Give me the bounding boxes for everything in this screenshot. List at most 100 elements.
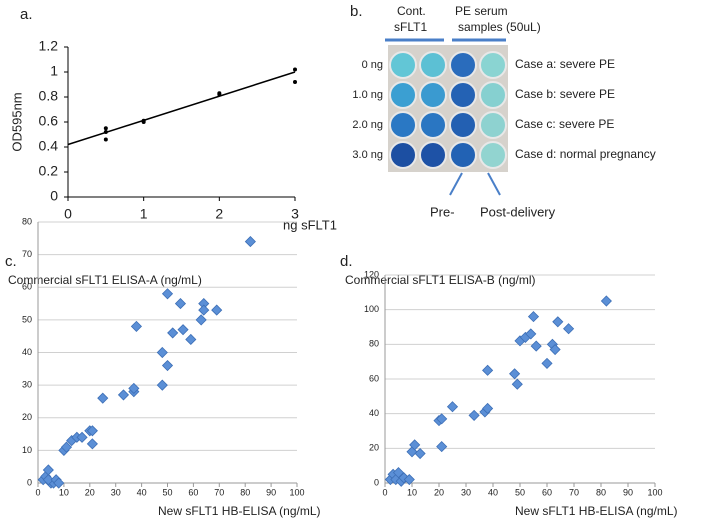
- y-tick-label: 0.6: [39, 113, 59, 129]
- y-axis-label: OD595nm: [9, 92, 24, 151]
- x-tick-label: 40: [137, 487, 147, 497]
- point: [117, 389, 130, 401]
- well: [419, 81, 447, 109]
- y-tick-label: 50: [22, 314, 32, 324]
- x-tick-label: 0: [35, 487, 40, 497]
- point: [482, 402, 494, 415]
- point: [468, 409, 480, 421]
- point: [552, 316, 564, 328]
- point: [211, 304, 223, 316]
- x-tick-label: 60: [188, 487, 198, 497]
- point: [530, 340, 542, 352]
- x-tick-label: 0: [64, 206, 72, 222]
- well: [479, 141, 507, 169]
- point: [128, 382, 140, 394]
- well: [389, 51, 417, 79]
- point: [527, 311, 540, 323]
- x-tick-label: 90: [623, 487, 633, 497]
- well: [419, 141, 447, 169]
- y-tick-label: 0.8: [39, 88, 59, 104]
- charts: a. ng sFLT1 OD595nm 0 0.2 0.4 0.6 0.8 1 1.2 0 1 2 3 c.…: [5, 6, 678, 518]
- x-tick-label: 10: [407, 487, 417, 497]
- x-axis-label: New sFLT1 HB-ELISA (ng/mL): [515, 504, 678, 518]
- point: [436, 441, 448, 453]
- x-tick-label: 90: [266, 487, 276, 497]
- case-label: Case d: normal pregnancy: [515, 147, 656, 161]
- point: [414, 447, 426, 460]
- well: [449, 81, 477, 109]
- chart-title: Commercial sFLT1 ELISA-A (ng/mL): [8, 273, 202, 287]
- well: [479, 81, 507, 109]
- point: [525, 328, 537, 340]
- point: [600, 295, 612, 307]
- point: [174, 297, 187, 310]
- point: [156, 346, 168, 359]
- x-tick-label: 3: [291, 206, 299, 222]
- y-tick-label: 40: [369, 408, 379, 418]
- panel-label: d.: [340, 253, 353, 270]
- point: [409, 439, 421, 451]
- y-tick-label: 40: [22, 347, 32, 357]
- well: [449, 141, 477, 169]
- point: [446, 401, 459, 413]
- y-tick-label: 80: [22, 216, 32, 226]
- case-label: Case c: severe PE: [515, 117, 614, 131]
- point: [53, 477, 65, 489]
- dose-label: 1.0 ng: [352, 89, 383, 101]
- well: [419, 111, 447, 139]
- point: [97, 392, 109, 404]
- dose-label: 3.0 ng: [352, 149, 383, 161]
- case-label: Case b: severe PE: [515, 87, 615, 101]
- x-tick-label: 50: [162, 487, 172, 497]
- well: [419, 51, 447, 79]
- point: [436, 413, 448, 425]
- case-label: Case a: severe PE: [515, 57, 615, 71]
- y-tick-label: 0.4: [39, 138, 59, 154]
- x-tick-label: 70: [214, 487, 224, 497]
- panel-label: c.: [5, 253, 17, 270]
- point: [86, 438, 98, 450]
- chart-title: Commercial sFLT1 ELISA-B (ng/ml): [345, 273, 535, 287]
- well: [479, 111, 507, 139]
- samples-label: PE serum: [455, 4, 508, 18]
- pointer: [487, 172, 501, 196]
- point: [60, 441, 73, 453]
- x-axis-label: New sFLT1 HB-ELISA (ng/mL): [158, 504, 321, 518]
- x-tick-label: 80: [596, 487, 606, 497]
- x-tick-label: 2: [215, 206, 223, 222]
- point: [549, 343, 561, 356]
- point: [541, 357, 553, 369]
- y-tick-label: 100: [364, 304, 379, 314]
- y-tick-label: 30: [22, 380, 32, 390]
- point: [103, 137, 108, 142]
- y-tick-label: 1.2: [39, 38, 59, 54]
- x-tick-label: 60: [542, 487, 552, 497]
- y-tick-label: 60: [22, 282, 32, 292]
- point: [177, 324, 189, 336]
- point: [195, 314, 207, 326]
- point: [511, 378, 523, 390]
- well: [389, 81, 417, 109]
- y-tick-label: 20: [22, 412, 32, 422]
- point: [392, 467, 405, 479]
- x-tick-label: 1: [140, 206, 148, 222]
- well: [479, 51, 507, 79]
- y-tick-label: 120: [364, 269, 379, 279]
- x-tick-label: 20: [85, 487, 95, 497]
- control-label: sFLT1: [394, 20, 427, 34]
- point: [161, 359, 174, 372]
- pointer: [449, 172, 463, 196]
- point: [130, 320, 142, 332]
- point: [76, 431, 88, 443]
- point: [198, 304, 210, 316]
- y-tick-label: 10: [22, 445, 32, 455]
- x-tick-label: 30: [461, 487, 471, 497]
- point: [244, 236, 256, 248]
- y-tick-label: 1: [50, 63, 58, 79]
- x-tick-label: 0: [382, 487, 387, 497]
- y-tick-label: 80: [369, 339, 379, 349]
- y-tick-label: 0: [27, 477, 32, 487]
- dose-label: 0 ng: [362, 59, 383, 71]
- panel-b: b. Cont. sFLT1 PE serum samples (50uL) P…: [350, 3, 556, 219]
